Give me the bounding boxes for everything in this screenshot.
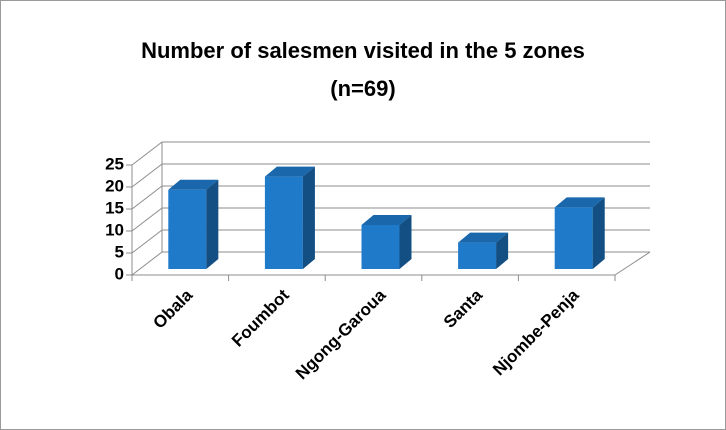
bar-side-shade: [206, 179, 219, 269]
bar-side: [206, 179, 219, 269]
grid-line: [131, 229, 163, 254]
bar-top: [361, 215, 412, 225]
y-tick-label: 10: [105, 220, 124, 239]
bar-front: [361, 225, 400, 269]
chart-subtitle: (n=69): [330, 76, 395, 101]
bar-side: [592, 197, 605, 269]
bar-top-shade: [458, 232, 509, 243]
grid-line: [131, 185, 163, 210]
bar-side-shade: [302, 166, 315, 269]
bar-side: [302, 166, 315, 269]
bar-top: [554, 197, 605, 208]
y-tick-label: 15: [105, 198, 124, 217]
bar-front: [264, 176, 303, 269]
bar-front: [458, 242, 497, 269]
y-tick-label: 20: [105, 176, 124, 195]
bar: [554, 197, 605, 269]
bar-side-shade: [496, 232, 509, 269]
grid-line: [131, 141, 163, 166]
bar-top-shade: [554, 197, 605, 208]
y-tick-label: 0: [115, 264, 124, 283]
bar-top-shade: [168, 179, 219, 190]
y-tick-label: 25: [105, 154, 124, 173]
chart-title: Number of salesmen visited in the 5 zone…: [141, 38, 585, 63]
bar: [168, 179, 219, 269]
bar-front: [168, 189, 207, 269]
bar-side: [496, 232, 509, 269]
bar: [361, 215, 412, 269]
bar-top: [458, 232, 509, 243]
bar-side-shade: [399, 215, 412, 269]
grid-line: [131, 163, 163, 188]
bar-side-shade: [592, 197, 605, 269]
y-tick-label: 5: [115, 242, 124, 261]
bar-top-shade: [264, 166, 315, 177]
bar-top-shade: [361, 215, 412, 225]
bar-front: [554, 207, 593, 269]
bar: [458, 232, 509, 269]
bar: [264, 166, 315, 269]
grid-line: [131, 251, 163, 276]
bar-top: [264, 166, 315, 177]
bar-side: [399, 215, 412, 269]
grid-line: [131, 207, 163, 232]
floor-right: [614, 251, 651, 276]
bar-top: [168, 179, 219, 190]
